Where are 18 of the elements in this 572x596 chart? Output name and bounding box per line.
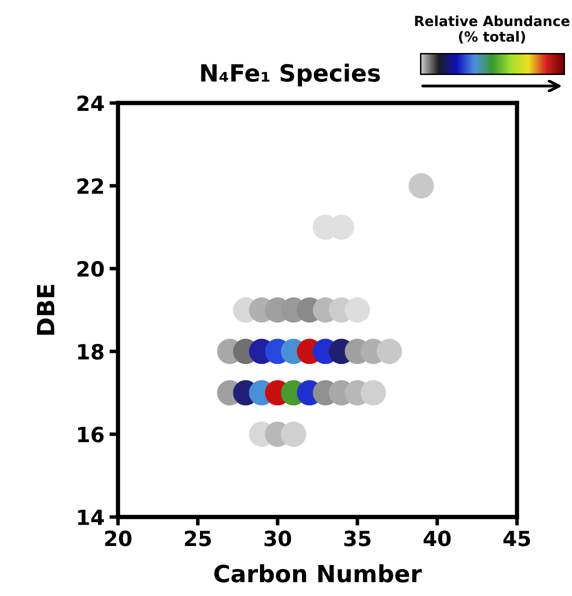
x-tick-label: 25 xyxy=(184,530,211,546)
x-tick-label: 35 xyxy=(344,530,370,546)
y-tick-label: 22 xyxy=(77,178,103,194)
point xyxy=(408,173,434,198)
x-tick-label: 20 xyxy=(105,530,132,546)
y-tick-label: 20 xyxy=(77,261,104,277)
y-axis-title: DBE xyxy=(37,284,54,335)
point xyxy=(344,297,370,323)
x-axis-title: Carbon Number xyxy=(214,564,422,583)
y-tick-label: 14 xyxy=(78,510,104,525)
x-tick-label: 30 xyxy=(264,530,292,546)
y-tick-label: 18 xyxy=(78,344,104,360)
y-tick-label: 16 xyxy=(78,426,104,442)
chart-title: N₄Fe₁ Species xyxy=(201,64,380,86)
x-tick-label: 40 xyxy=(424,530,451,546)
text: Relative Abundance (% total) xyxy=(415,16,570,44)
y-tick-label: 24 xyxy=(77,95,104,111)
x-tick-label: 45 xyxy=(503,530,530,546)
